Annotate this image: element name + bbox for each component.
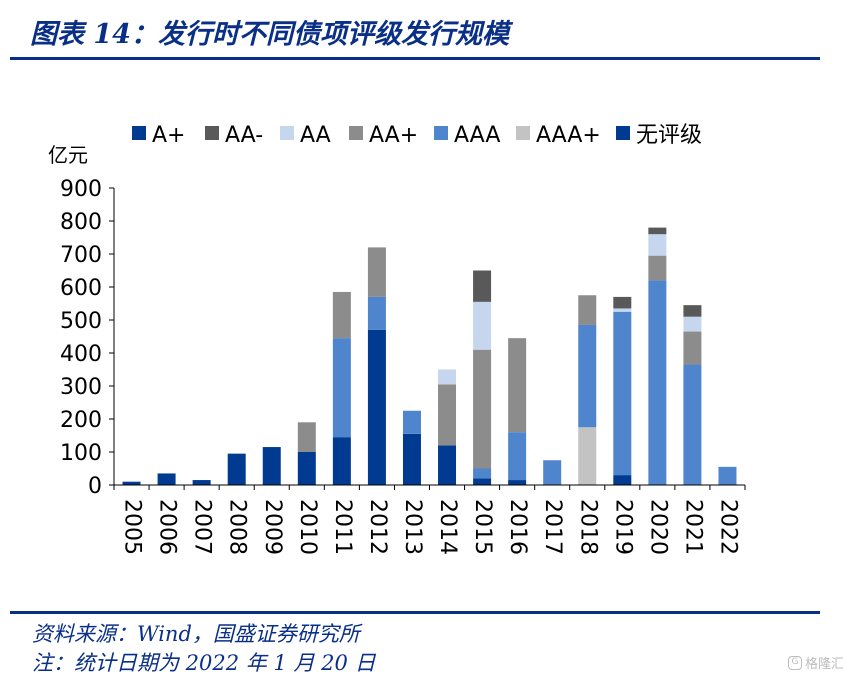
bar-segment [683, 331, 702, 365]
x-tick-label: 2021 [680, 499, 705, 555]
x-tick-label: 2006 [155, 499, 180, 555]
legend-label: AAA+ [536, 123, 601, 148]
legend-swatch [132, 126, 146, 140]
bar-segment [508, 338, 527, 433]
x-tick-label: 2011 [330, 499, 355, 555]
legend-label: A+ [152, 123, 185, 148]
bar-segment [683, 316, 702, 332]
bar-segment [157, 473, 176, 485]
chart-title: 图表 14：发行时不同债项评级发行规模 [30, 19, 509, 50]
legend-label: AA+ [369, 123, 418, 148]
bar-segment [332, 437, 351, 485]
y-tick-label: 0 [88, 474, 102, 499]
legend-swatch [280, 126, 294, 140]
y-tick-label: 400 [60, 342, 102, 367]
x-tick-label: 2010 [295, 499, 320, 555]
bar-segment [648, 255, 667, 281]
bar-segment [648, 234, 667, 256]
legend-label: AA [300, 123, 331, 148]
bar-segment [683, 305, 702, 317]
bar-segment [578, 295, 597, 325]
x-tick-label: 2015 [470, 499, 495, 555]
bar-segment [122, 481, 141, 485]
legend-swatch [205, 126, 219, 140]
x-tick-label: 2017 [540, 499, 565, 555]
bar-segment [367, 329, 386, 485]
watermark-logo-icon: G [787, 655, 802, 670]
date-note: 注：统计日期为 2022 年 1 月 20 日 [32, 651, 376, 675]
bar-segment [473, 468, 492, 479]
bar-segment [473, 478, 492, 485]
bar-segment [473, 349, 492, 469]
y-tick-label: 800 [60, 210, 102, 235]
bar-segment [438, 369, 457, 385]
bar-segment [332, 338, 351, 438]
legend-swatch [434, 126, 448, 140]
watermark-text: 格隆汇 [804, 657, 844, 672]
x-tick-label: 2005 [120, 499, 145, 555]
y-tick-label: 600 [60, 276, 102, 301]
bar-segment [473, 301, 492, 350]
bar-segment [683, 364, 702, 485]
bar-segment [613, 296, 632, 309]
y-tick-label: 200 [60, 408, 102, 433]
y-tick-label: 300 [60, 375, 102, 400]
title-divider [10, 57, 820, 60]
y-axis-unit-label: 亿元 [48, 143, 88, 167]
legend-label: AA- [225, 123, 263, 148]
y-axis: 0 100 200 300 400 500 600 700 800 900 [60, 177, 115, 499]
bar-segment [648, 280, 667, 485]
legend-label: AAA [454, 123, 500, 148]
x-tick-label: 2019 [610, 499, 635, 555]
bar-segment [367, 296, 386, 330]
footer-divider [10, 611, 820, 614]
x-tick-label: 2020 [645, 499, 670, 555]
bar-segment [508, 480, 527, 485]
bar-segment [367, 247, 386, 297]
y-tick-label: 500 [60, 309, 102, 334]
x-tick-label: 2014 [435, 499, 460, 555]
x-tick-label: 2018 [575, 499, 600, 555]
x-tick-label: 2022 [715, 499, 740, 555]
legend-swatch [516, 126, 530, 140]
bar-segment [578, 324, 597, 428]
bar-segment [543, 460, 562, 485]
bar-segment [297, 452, 316, 485]
legend-swatch [349, 126, 363, 140]
bar-segment [613, 475, 632, 485]
bar-segment [508, 432, 527, 481]
x-tick-label: 2013 [400, 499, 425, 555]
x-tick-label: 2016 [505, 499, 530, 555]
bar-segment [192, 480, 211, 485]
bar-segment [332, 291, 351, 339]
legend-swatch [616, 126, 630, 140]
x-axis: 2005 2006 2007 2008 2009 2010 2011 2012 2013 2014… [113, 484, 746, 555]
bar-segment [438, 384, 457, 446]
bar-segment [297, 422, 316, 452]
bar-segment [262, 447, 281, 485]
bar-segment [718, 466, 737, 485]
bar-segment [227, 453, 246, 485]
x-tick-label: 2008 [225, 499, 250, 555]
legend: A+ AA- AA AA+ AAA AAA+ 无评级 [132, 123, 702, 148]
y-tick-label: 100 [60, 441, 102, 466]
bar-segment [438, 445, 457, 485]
bar-segment [648, 227, 667, 235]
bar-segment [473, 270, 492, 302]
bars [122, 227, 737, 485]
watermark: G 格隆汇 [787, 653, 844, 672]
y-tick-label: 900 [60, 177, 102, 202]
bar-segment [402, 433, 421, 485]
source-note: 资料来源：Wind，国盛证券研究所 [32, 622, 360, 646]
x-tick-label: 2012 [365, 499, 390, 555]
bar-segment [578, 427, 597, 485]
bar-chart: A+ AA- AA AA+ AAA AAA+ 无评级 亿元 0 100 200 300 400 500… [48, 123, 746, 555]
x-tick-label: 2007 [190, 499, 215, 555]
bar-segment [613, 308, 632, 312]
x-tick-label: 2009 [260, 499, 285, 555]
legend-label: 无评级 [636, 123, 702, 148]
bar-segment [613, 311, 632, 476]
y-tick-label: 700 [60, 243, 102, 268]
bar-segment [402, 410, 421, 434]
